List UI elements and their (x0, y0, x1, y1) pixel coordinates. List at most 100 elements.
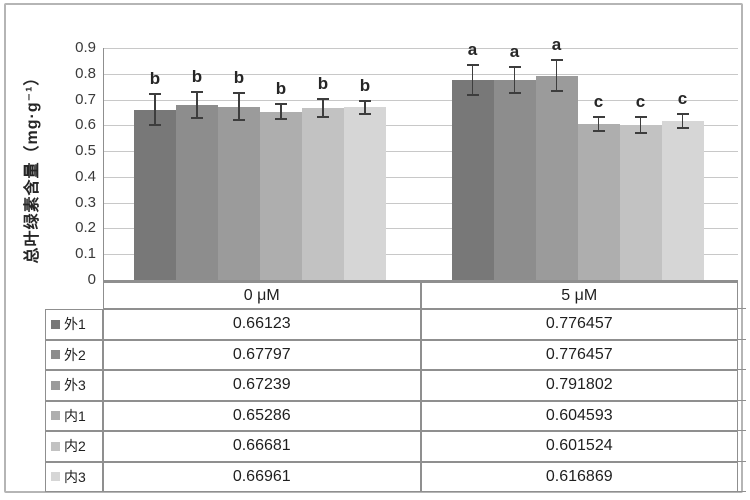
table-value-cell: 0.776457 (420, 339, 738, 370)
y-tick-label: 0.5 (75, 142, 96, 160)
row-border-extension (738, 308, 746, 309)
gridline (103, 125, 738, 127)
error-bar-cap-top (592, 116, 605, 119)
error-bar-cap-bottom (275, 118, 287, 121)
legend-swatch (51, 441, 60, 451)
error-bar-cap-top (275, 102, 287, 105)
legend-cell: 内1 (45, 400, 103, 431)
error-bar-cap-bottom (359, 113, 371, 116)
legend-swatch (51, 380, 60, 390)
significance-letter: a (467, 39, 478, 59)
error-bar-cap-bottom (233, 119, 245, 122)
gridline (103, 202, 738, 204)
y-tick-label: 0.7 (75, 90, 96, 108)
table-value-cell: 0.66123 (103, 309, 421, 340)
table-value-cell: 0.601524 (420, 431, 738, 462)
legend-swatch (51, 319, 60, 329)
gridline (103, 48, 738, 49)
error-bar-line (196, 92, 198, 119)
x-axis-line (103, 280, 738, 282)
error-bar-line (280, 103, 282, 120)
table-value-cell: 0.604593 (420, 400, 738, 431)
error-bar-cap-top (550, 59, 563, 62)
error-bar-cap-top (466, 63, 479, 66)
error-bar-line (238, 93, 240, 121)
table-header-cell: 0 μM (103, 282, 421, 309)
legend-label: 外2 (64, 346, 86, 363)
table-value-cell: 0.66681 (103, 431, 421, 462)
error-bar-line (597, 117, 600, 131)
legend-label: 内2 (64, 438, 86, 455)
row-border-extension (738, 430, 746, 431)
legend-swatch (51, 411, 60, 421)
error-bar-cap-top (317, 98, 329, 101)
bar (451, 79, 494, 280)
bar (493, 79, 536, 280)
bar (218, 106, 260, 280)
legend-cell: 内3 (45, 461, 103, 492)
error-bar-line (322, 99, 324, 118)
significance-letter: b (317, 74, 329, 94)
legend-cell: 内2 (45, 431, 103, 462)
legend-label: 外1 (64, 316, 86, 333)
significance-letter: b (359, 75, 371, 95)
gridline (103, 176, 738, 178)
row-border-extension (738, 491, 746, 492)
table-value-cell: 0.776457 (420, 309, 738, 340)
significance-letter: c (593, 92, 604, 112)
significance-letter: a (551, 35, 562, 55)
y-axis-line (103, 48, 104, 280)
row-border-extension (738, 399, 746, 401)
significance-letter: b (275, 78, 287, 98)
row-border-extension (738, 369, 746, 370)
error-bar-cap-top (359, 99, 371, 102)
error-bar-cap-bottom (508, 91, 521, 94)
legend-label: 内1 (64, 407, 86, 424)
y-tick-label: 0.9 (75, 39, 96, 56)
legend-cell: 外3 (45, 370, 103, 401)
error-bar-cap-bottom (191, 117, 203, 120)
bar (344, 107, 386, 280)
bar (535, 75, 578, 280)
table-value-cell: 0.65286 (103, 400, 421, 431)
y-tick-label: 0.2 (75, 219, 96, 237)
legend-label: 外3 (64, 377, 86, 394)
gridline (103, 228, 738, 230)
y-tick-label: 0.4 (75, 167, 96, 185)
legend-cell: 外2 (45, 339, 103, 370)
gridline (103, 73, 738, 75)
gridline (103, 254, 738, 256)
y-tick-label: 0.8 (75, 64, 96, 82)
y-tick-label: 0.6 (75, 116, 96, 134)
bar (134, 109, 176, 280)
gridline (103, 151, 738, 153)
table-value-cell: 0.66961 (103, 461, 421, 492)
table-value-cell: 0.67797 (103, 339, 421, 370)
error-bar-cap-top (676, 112, 689, 115)
error-bar-cap-top (149, 93, 161, 96)
error-bar-cap-top (634, 115, 647, 118)
bar (661, 120, 704, 280)
error-bar-line (513, 66, 516, 93)
bar (176, 105, 218, 280)
error-bar-cap-bottom (466, 93, 479, 96)
error-bar-cap-bottom (550, 90, 563, 93)
error-bar-line (364, 100, 366, 115)
bar (260, 111, 302, 280)
bar (619, 124, 662, 280)
table-header-cell: 5 μM (420, 282, 738, 309)
significance-letter: b (233, 68, 245, 88)
row-border-extension (738, 460, 746, 462)
error-bar-line (471, 64, 474, 95)
error-bar-line (555, 60, 558, 92)
table-value-cell: 0.616869 (420, 461, 738, 492)
error-bar-cap-bottom (149, 124, 161, 127)
legend-label: 内3 (64, 468, 86, 485)
table-value-cell: 0.67239 (103, 370, 421, 401)
error-bar-cap-bottom (592, 129, 605, 132)
legend-swatch (51, 350, 60, 360)
